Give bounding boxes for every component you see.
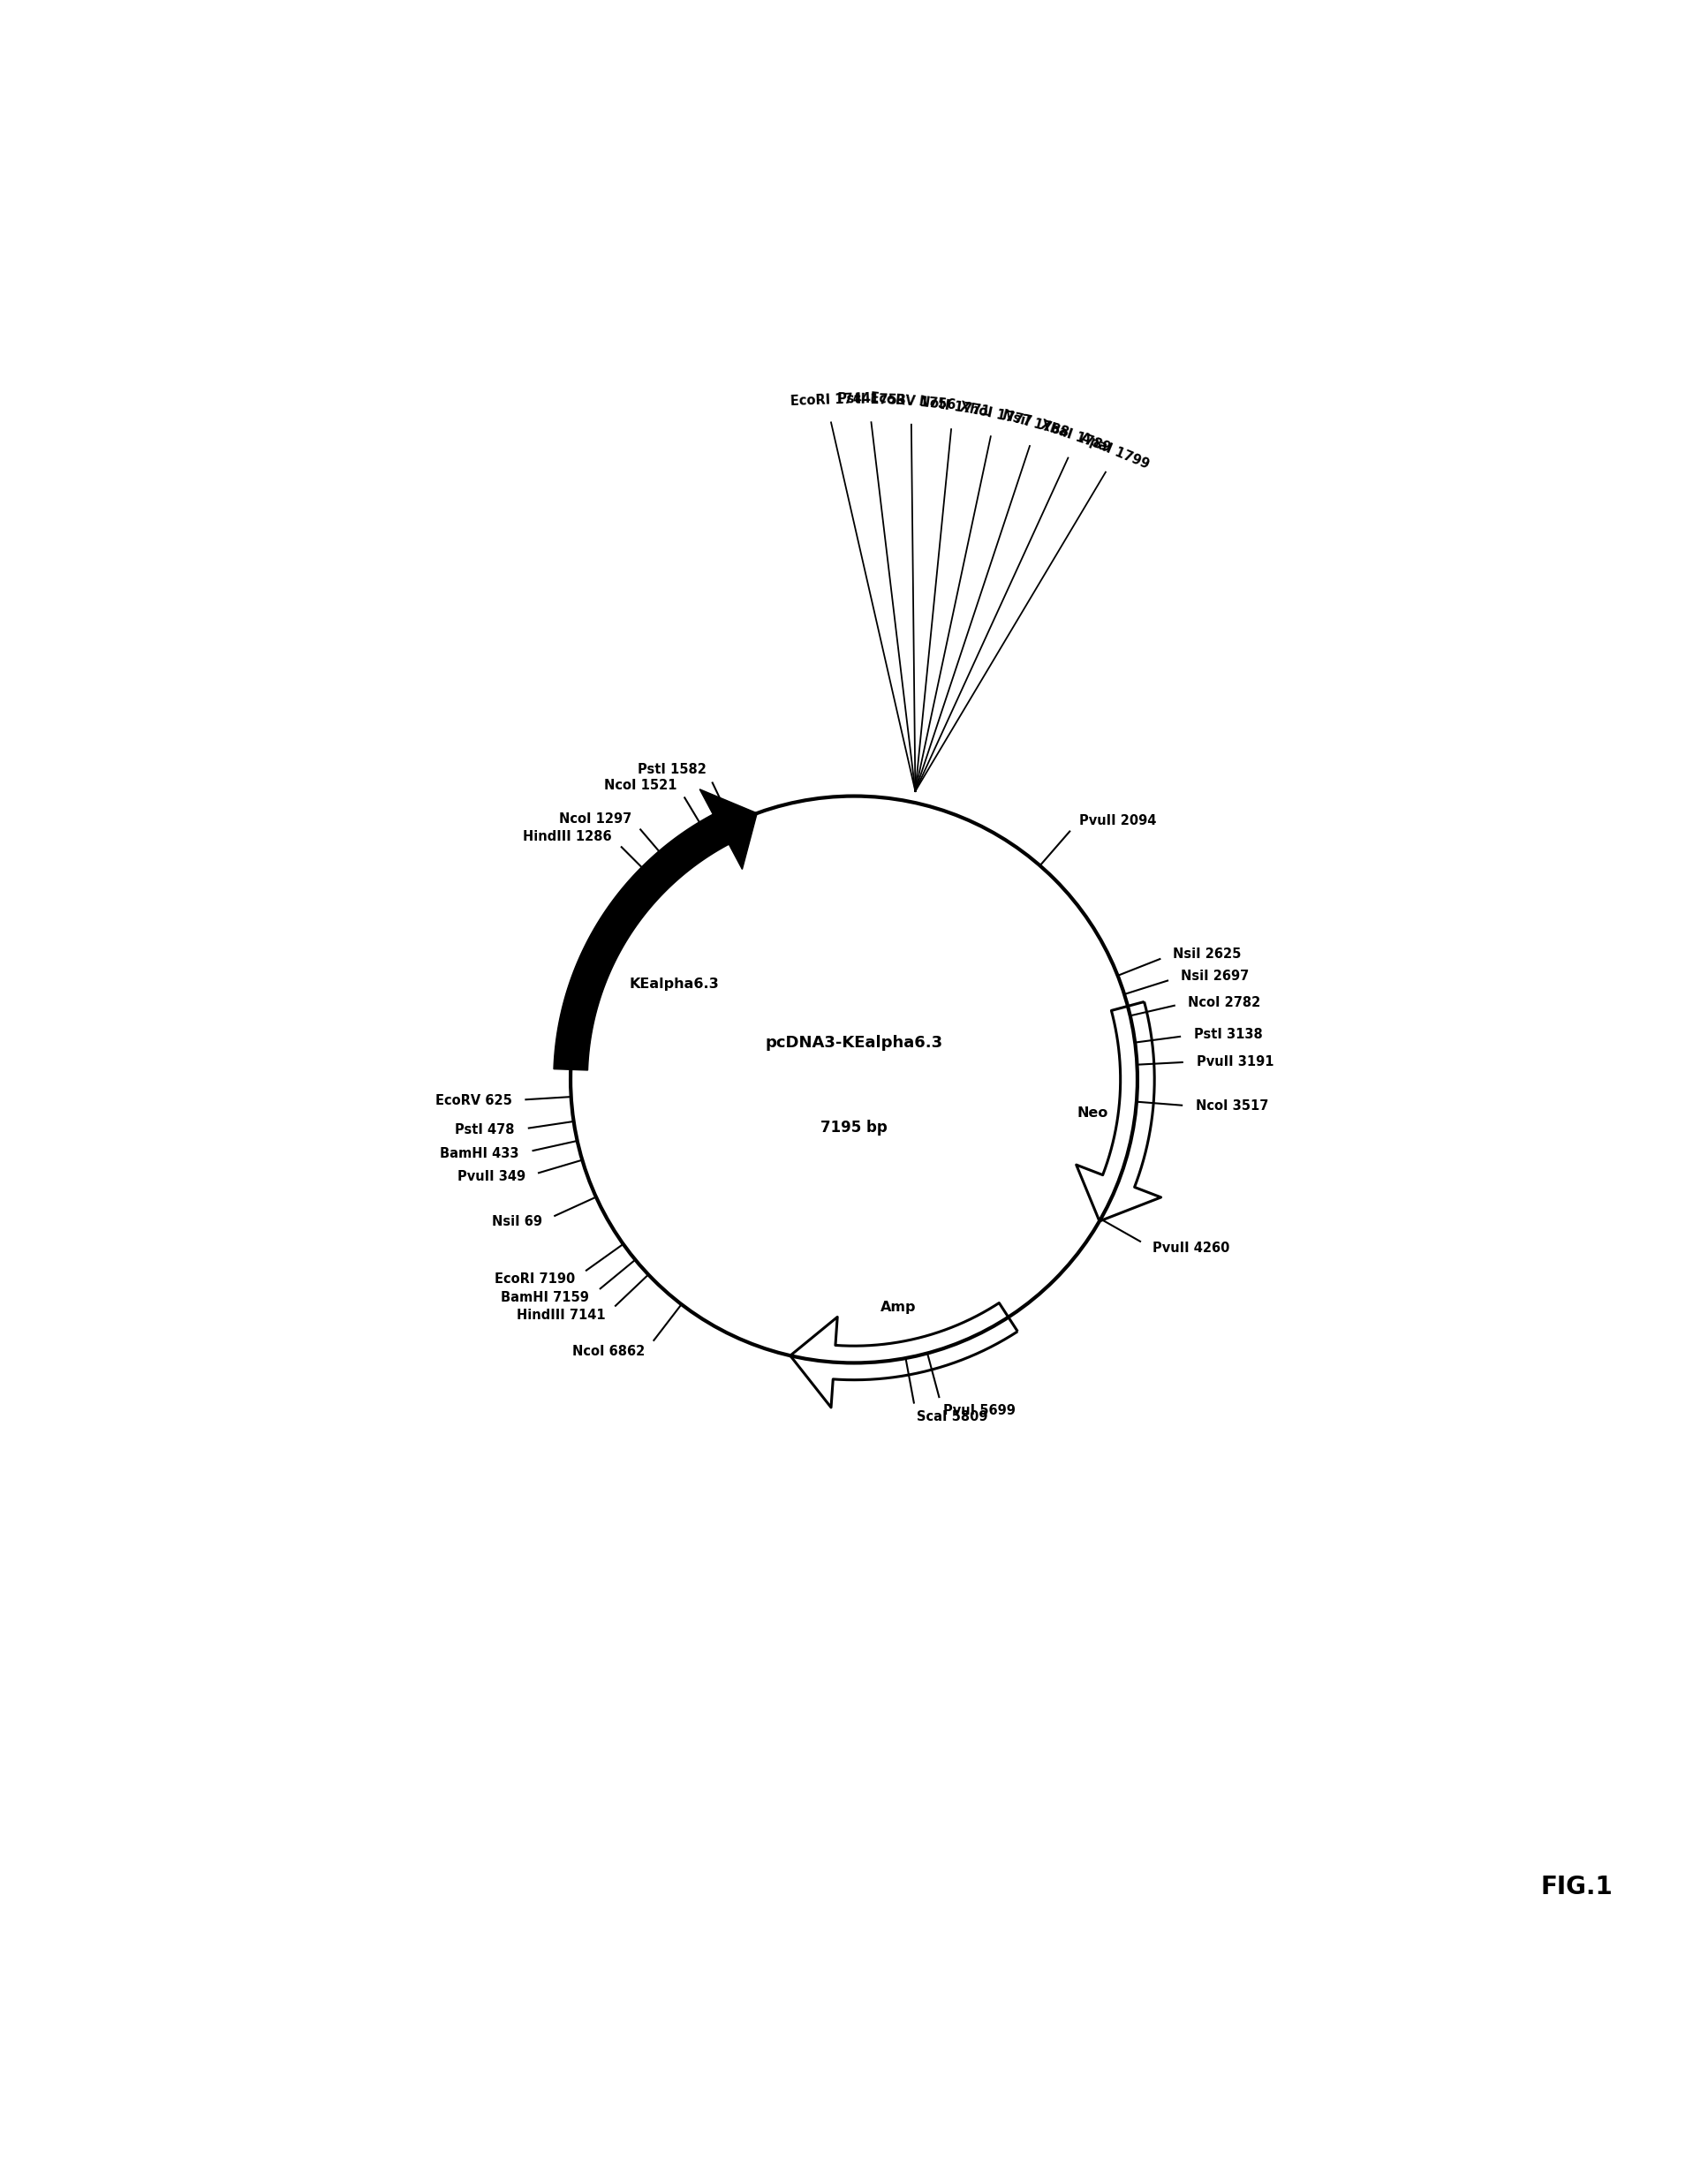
Text: PvuII 349: PvuII 349 [458, 1170, 524, 1183]
Text: NcoI 1297: NcoI 1297 [559, 812, 632, 825]
Text: 7195 bp: 7195 bp [820, 1121, 888, 1136]
Text: FIG.1: FIG.1 [1541, 1874, 1612, 1900]
Text: KEalpha6.3: KEalpha6.3 [629, 978, 719, 991]
Text: NsiI 2625: NsiI 2625 [1173, 948, 1242, 961]
Text: HindIII 7141: HindIII 7141 [516, 1308, 605, 1321]
Text: PvuII 4260: PvuII 4260 [1153, 1241, 1230, 1254]
Text: ScaI 5809: ScaI 5809 [917, 1410, 987, 1423]
Text: BamHI 433: BamHI 433 [441, 1146, 519, 1159]
Text: pcDNA3-KEalpha6.3: pcDNA3-KEalpha6.3 [765, 1034, 943, 1051]
Text: Amp: Amp [880, 1302, 915, 1315]
Text: EcoRI 1744: EcoRI 1744 [789, 391, 871, 408]
Text: XbaI 1789: XbaI 1789 [1038, 419, 1112, 456]
Text: EcoRV 625: EcoRV 625 [436, 1095, 512, 1108]
Text: PstI 1582: PstI 1582 [637, 764, 707, 777]
Text: PstI 1753: PstI 1753 [837, 393, 907, 408]
Text: NotI 1771: NotI 1771 [919, 395, 991, 419]
Text: NcoI 2782: NcoI 2782 [1189, 995, 1261, 1008]
Text: NsiI 2697: NsiI 2697 [1182, 969, 1249, 982]
Text: PstI 3138: PstI 3138 [1194, 1028, 1262, 1041]
Text: EcoRV 1756: EcoRV 1756 [869, 391, 956, 412]
Polygon shape [553, 814, 729, 1071]
Text: NcoI 3517: NcoI 3517 [1196, 1099, 1269, 1114]
Text: NsiI 1788: NsiI 1788 [1001, 408, 1071, 440]
Text: ApaI 1799: ApaI 1799 [1078, 432, 1151, 471]
Text: PvuII 3191: PvuII 3191 [1197, 1056, 1274, 1069]
Text: XhoI 1777: XhoI 1777 [958, 399, 1033, 427]
Text: EcoRI 7190: EcoRI 7190 [494, 1272, 576, 1285]
Text: PvuI 5699: PvuI 5699 [943, 1403, 1015, 1416]
Text: NcoI 6862: NcoI 6862 [572, 1345, 646, 1358]
Text: NcoI 1521: NcoI 1521 [605, 779, 678, 792]
Text: Neo: Neo [1078, 1105, 1108, 1121]
Text: BamHI 7159: BamHI 7159 [500, 1291, 589, 1304]
Polygon shape [700, 790, 757, 870]
Text: NsiI 69: NsiI 69 [492, 1216, 541, 1228]
Text: PstI 478: PstI 478 [456, 1123, 514, 1138]
Text: PvuII 2094: PvuII 2094 [1079, 814, 1156, 827]
Text: HindIII 1286: HindIII 1286 [523, 831, 611, 844]
